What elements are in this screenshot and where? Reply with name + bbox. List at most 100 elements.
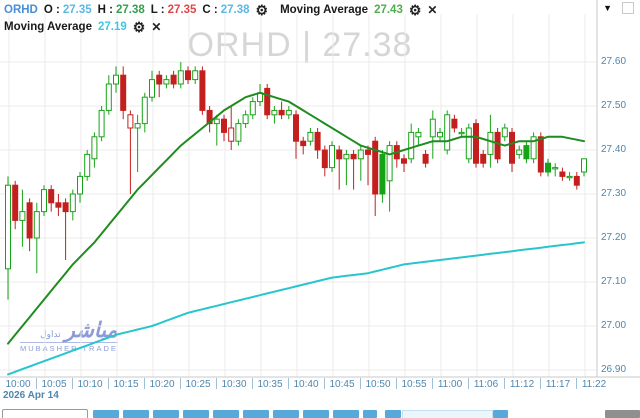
candle-body	[343, 153, 350, 160]
scrollbar-segment[interactable]	[123, 410, 149, 418]
candle-body	[336, 149, 343, 160]
candle-body	[77, 175, 83, 195]
indicator-2-close-icon[interactable]: ✕	[151, 20, 162, 34]
candle-body	[429, 118, 436, 138]
candle-body	[480, 153, 487, 164]
candle-body	[473, 123, 479, 164]
candle-body	[221, 118, 227, 133]
time-axis-tick	[180, 378, 181, 389]
candle-body	[177, 70, 184, 85]
scrollbar-segment[interactable]	[153, 410, 179, 418]
indicator-1-label: Moving Average	[280, 4, 369, 16]
time-axis-tick	[144, 378, 145, 389]
maximize-square-icon[interactable]	[622, 2, 634, 14]
time-axis-tick	[504, 378, 505, 389]
candle-body	[185, 70, 191, 81]
scrollbar-segment[interactable]	[183, 410, 209, 418]
time-axis-tick	[324, 378, 325, 389]
candle-body	[545, 162, 551, 173]
price-axis: 27.60 27.50 27.40 27.30 27.20 27.10 27.00 26.90	[600, 0, 640, 377]
candle-body	[84, 153, 91, 177]
scrollbar-segment[interactable]	[93, 410, 119, 418]
scrollbar-segment[interactable]	[385, 410, 401, 418]
time-axis-tick	[252, 378, 253, 389]
candle-body	[26, 202, 33, 239]
time-axis-label: 11:12	[509, 379, 535, 390]
logo-latin: MUBASHER TRADE	[20, 342, 118, 353]
time-axis-tick	[108, 378, 109, 389]
candle-body	[19, 211, 26, 221]
legend-row-2: Moving Average 27.19 ⚙ ✕	[4, 18, 162, 35]
candle-body	[444, 114, 451, 151]
candle-body	[62, 202, 69, 213]
time-axis-label: 10:00	[5, 379, 31, 390]
candle-body	[501, 127, 508, 138]
time-axis-label: 10:20	[149, 379, 175, 390]
candle-body	[379, 153, 386, 195]
candle-body	[41, 189, 47, 213]
time-axis-label: 11:06	[473, 379, 499, 390]
legend-row-1: ORHD O : 27.35 H : 27.38 L : 27.35 C : 2…	[4, 1, 438, 18]
scrollbar-segment[interactable]	[493, 410, 508, 418]
scrollbar-segment[interactable]	[402, 410, 493, 418]
candle-body	[69, 193, 76, 213]
scrollbar-segment[interactable]	[303, 410, 329, 418]
candle-body	[451, 118, 458, 129]
candle-body	[415, 131, 422, 138]
price-axis-label: 27.50	[601, 100, 627, 111]
indicator-2-value: 27.19	[97, 21, 127, 33]
ohlc-high: H : 27.38	[97, 4, 145, 16]
time-axis-label: 10:45	[329, 379, 355, 390]
candle-body	[559, 171, 566, 177]
time-axis-label: 10:10	[77, 379, 103, 390]
scrollbar-range-box[interactable]	[2, 409, 88, 418]
scrollbar-segment[interactable]	[273, 410, 299, 418]
scrollbar-segment[interactable]	[605, 410, 640, 418]
dropdown-triangle-icon[interactable]: ▼	[603, 3, 612, 13]
time-axis-label: 11:22	[581, 379, 607, 390]
candle-body	[12, 184, 19, 221]
scrollbar-segment[interactable]	[213, 410, 239, 418]
indicator-2-settings-gear-icon[interactable]: ⚙	[132, 18, 146, 35]
indicator-2-label: Moving Average	[4, 21, 92, 33]
candle-body	[113, 74, 119, 85]
chart-controls: ▼	[603, 2, 634, 14]
price-axis-label: 27.10	[601, 276, 627, 287]
ohlc-open: O : 27.35	[43, 4, 92, 16]
price-axis-label: 27.30	[601, 188, 627, 199]
scrollbar-segment[interactable]	[363, 410, 377, 418]
moving-average-line	[7, 91, 585, 345]
time-axis-tick	[396, 378, 397, 389]
candle-body	[408, 131, 415, 160]
candle-body	[386, 145, 393, 182]
candle-body	[156, 74, 163, 85]
indicator-1-close-icon[interactable]: ✕	[427, 3, 438, 17]
time-axis-label: 10:05	[41, 379, 67, 390]
mubasher-trade-logo: مباشر تداول MUBASHER TRADE	[20, 320, 118, 353]
time-axis-label: 10:40	[293, 379, 319, 390]
time-axis-label: 10:30	[221, 379, 247, 390]
candle-body	[465, 127, 472, 160]
candle-body	[170, 74, 177, 85]
series-settings-gear-icon[interactable]: ⚙	[255, 1, 269, 18]
candle-body	[235, 123, 242, 142]
candle-body	[401, 158, 407, 164]
candle-body	[98, 109, 105, 138]
candle-body	[530, 136, 537, 160]
candle-body	[552, 167, 559, 170]
indicator-1-settings-gear-icon[interactable]: ⚙	[408, 1, 422, 18]
scrollbar-segment[interactable]	[243, 410, 269, 418]
candle-body	[33, 211, 40, 239]
candle-body	[350, 153, 357, 160]
time-axis-tick	[36, 378, 37, 389]
candle-body	[516, 149, 523, 155]
time-axis-label: 11:17	[545, 379, 571, 390]
price-axis-label: 27.60	[601, 56, 627, 67]
candle-body	[91, 136, 98, 160]
time-axis-label: 10:15	[113, 379, 139, 390]
price-axis-label: 26.90	[601, 364, 627, 375]
candle-body	[422, 153, 429, 164]
candle-body	[206, 109, 213, 125]
scrollbar-segment[interactable]	[333, 410, 359, 418]
